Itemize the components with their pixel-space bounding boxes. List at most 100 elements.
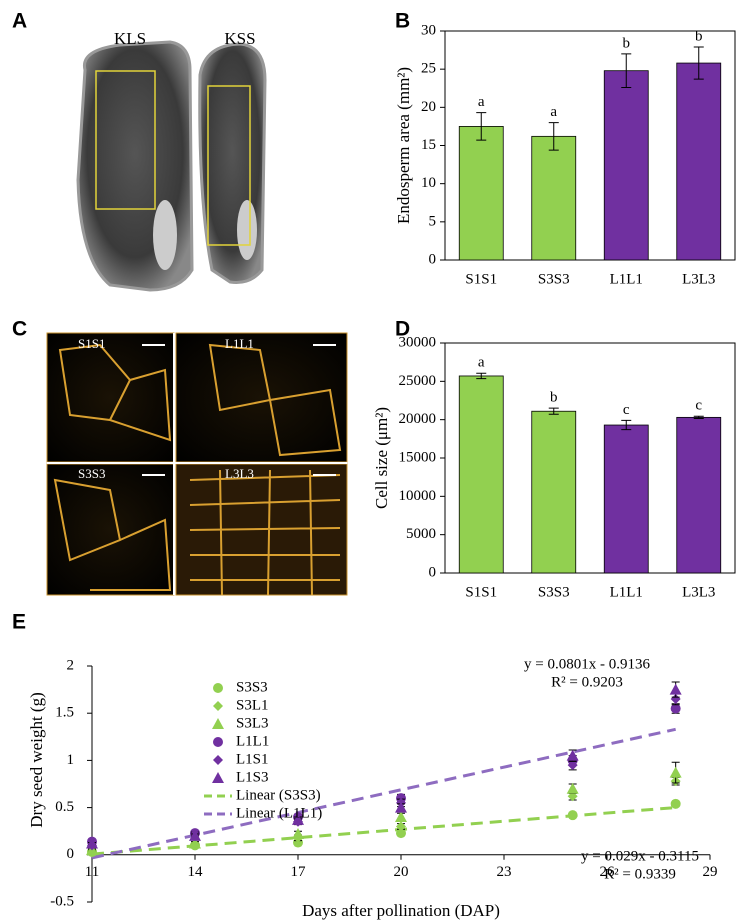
y-axis-label: Endosperm area (mm²) [394,67,413,224]
x-tick-label: L3L3 [682,584,715,600]
x-tick-label: S1S1 [465,584,497,600]
data-point [189,837,201,849]
error-bar [476,372,487,380]
data-point [566,749,579,761]
y-tick-label: 0.5 [55,799,74,815]
y-axis-label: Cell size (μm²) [372,407,391,509]
x-tick-label: S3S3 [538,584,570,600]
bar [458,126,504,261]
error-bar [548,407,559,415]
significance-letter: a [478,94,485,110]
legend-marker [213,701,223,711]
y-tick-label: 0 [67,846,75,862]
trendline [91,727,676,860]
x-tick-label: L3L3 [682,271,715,287]
trendline-equation: y = 0.029x - 0.3115 [581,848,699,864]
error-bar [476,112,487,141]
significance-letter: b [550,390,558,406]
y-tick-label: 25000 [399,373,437,389]
bar [603,70,649,261]
y-tick-label: 1.5 [55,705,74,721]
x-tick-label: 11 [85,864,99,880]
data-point [396,828,406,839]
significance-letter: a [550,104,557,120]
legend-label: S3S3 [236,679,268,695]
error-bar [693,415,704,420]
data-point [566,782,579,794]
y-tick-label: 10000 [399,488,437,504]
image-label: L3L3 [225,466,254,481]
y-tick-label: 15000 [399,449,437,465]
error-bar [548,122,559,151]
legend-label: Linear (S3S3) [236,787,321,803]
y-tick-label: 1 [67,752,75,768]
x-tick-label: 20 [394,864,409,880]
significance-letter: b [695,28,703,44]
y-tick-label: -0.5 [50,893,74,909]
data-point [567,810,578,821]
legend-marker [213,755,223,765]
panel-a-image: KLS KSS [76,29,267,292]
trendline-r2: R² = 0.9339 [604,866,676,882]
x-tick-label: 26 [600,864,616,880]
data-point [396,821,406,832]
bar [603,424,649,574]
legend-marker [212,772,224,783]
image-label: S3S3 [78,466,105,481]
x-tick-label: 17 [291,864,307,880]
bar [458,375,504,574]
panel-c-image: S1S1 L1L1 S3S3 L3L3 [46,332,348,596]
data-point [669,766,682,778]
y-axis-label: Dry seed weight (g) [27,692,46,828]
error-bar [693,46,704,80]
y-tick-label: 2 [67,657,75,673]
data-point [395,801,407,813]
x-axis-label: Days after pollination (DAP) [302,901,500,920]
panel-label: A [12,10,27,33]
trendline-r2: R² = 0.9203 [551,674,623,690]
legend-label: S3L1 [236,697,269,713]
error-bar [621,419,632,431]
significance-letter: c [623,402,630,418]
x-tick-label: S1S1 [465,271,497,287]
bar [676,416,722,574]
data-point [670,798,681,809]
panel-label: B [395,10,410,33]
legend-label: L1S1 [236,751,269,767]
data-point [669,683,682,695]
data-point [292,828,304,840]
legend-label: L1S3 [236,769,269,785]
error-bar [621,53,632,88]
image-label: L1L1 [225,336,254,351]
y-tick-label: 20000 [399,411,437,427]
image-label: S1S1 [78,336,105,351]
data-point [567,760,578,771]
trendline [91,806,676,856]
image-label: KSS [224,29,255,48]
image-label: KLS [114,29,146,48]
y-tick-label: 0 [429,564,437,580]
y-tick-label: 15 [421,137,436,153]
y-tick-label: 5 [429,213,437,229]
legend-label: S3L3 [236,715,269,731]
data-point [395,811,407,823]
panel-label: C [12,318,27,341]
legend-marker [212,718,224,729]
y-tick-label: 20 [421,99,436,115]
y-tick-label: 5000 [406,526,436,542]
y-tick-label: 25 [421,61,436,77]
data-point [86,837,98,849]
x-tick-label: 29 [703,864,718,880]
data-point [670,694,681,705]
significance-letter: a [478,355,485,371]
significance-letter: b [623,35,631,51]
data-point [189,829,201,841]
legend-label: Linear (L1L1) [236,805,322,821]
x-tick-label: 23 [497,864,512,880]
data-point [292,813,304,825]
legend-marker [213,737,223,747]
legend-label: L1L1 [236,733,269,749]
x-tick-label: S3S3 [538,271,570,287]
trendline-equation: y = 0.0801x - 0.9136 [524,656,650,672]
